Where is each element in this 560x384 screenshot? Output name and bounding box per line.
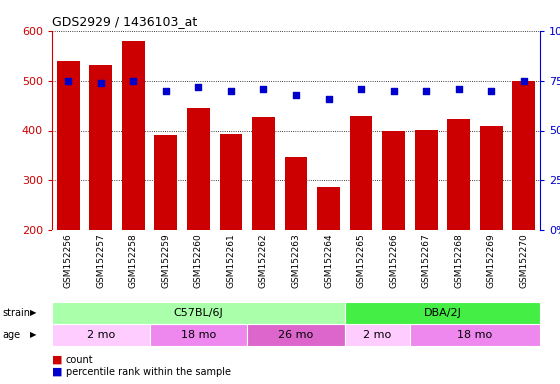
Bar	[52, 302, 345, 324]
Point	[324, 96, 333, 102]
Point	[129, 78, 138, 84]
Bar	[480, 126, 502, 230]
Text: GSM152261: GSM152261	[226, 233, 235, 288]
Point	[487, 88, 496, 94]
Text: DBA/2J: DBA/2J	[423, 308, 461, 318]
Point	[422, 88, 431, 94]
Text: count: count	[66, 355, 94, 365]
Text: ▶: ▶	[30, 308, 36, 318]
Text: GSM152265: GSM152265	[357, 233, 366, 288]
Point	[161, 88, 170, 94]
Point	[389, 88, 398, 94]
Text: GSM152256: GSM152256	[64, 233, 73, 288]
Bar	[284, 157, 307, 230]
Text: GSM152259: GSM152259	[161, 233, 170, 288]
Bar	[220, 134, 242, 230]
Bar	[512, 81, 535, 230]
Bar	[52, 324, 150, 346]
Text: 2 mo: 2 mo	[363, 330, 391, 340]
Bar	[349, 116, 372, 230]
Text: GSM152267: GSM152267	[422, 233, 431, 288]
Text: GSM152268: GSM152268	[454, 233, 463, 288]
Point	[96, 79, 105, 86]
Text: strain: strain	[2, 308, 30, 318]
Bar	[90, 65, 112, 230]
Text: ▶: ▶	[30, 331, 36, 339]
Text: 18 mo: 18 mo	[181, 330, 216, 340]
Text: percentile rank within the sample: percentile rank within the sample	[66, 367, 231, 377]
Bar	[247, 324, 345, 346]
Bar	[410, 324, 540, 346]
Text: GSM152257: GSM152257	[96, 233, 105, 288]
Bar	[345, 324, 410, 346]
Point	[292, 92, 301, 98]
Point	[357, 86, 366, 92]
Point	[454, 86, 463, 92]
Point	[519, 78, 528, 84]
Bar	[187, 108, 210, 230]
Text: GSM152258: GSM152258	[129, 233, 138, 288]
Text: GSM152264: GSM152264	[324, 233, 333, 288]
Bar	[57, 61, 80, 230]
Text: age: age	[2, 330, 20, 340]
Text: ■: ■	[52, 355, 63, 365]
Text: ■: ■	[52, 367, 63, 377]
Text: GSM152260: GSM152260	[194, 233, 203, 288]
Bar	[382, 131, 405, 230]
Bar	[252, 117, 275, 230]
Bar	[155, 136, 178, 230]
Text: GSM152269: GSM152269	[487, 233, 496, 288]
Text: 18 mo: 18 mo	[458, 330, 493, 340]
Bar	[345, 302, 540, 324]
Text: GSM152263: GSM152263	[292, 233, 301, 288]
Text: GSM152262: GSM152262	[259, 233, 268, 288]
Text: C57BL/6J: C57BL/6J	[174, 308, 223, 318]
Point	[64, 78, 73, 84]
Text: GDS2929 / 1436103_at: GDS2929 / 1436103_at	[52, 15, 197, 28]
Point	[226, 88, 235, 94]
Text: 2 mo: 2 mo	[87, 330, 115, 340]
Text: GSM152266: GSM152266	[389, 233, 398, 288]
Point	[194, 84, 203, 90]
Bar	[447, 119, 470, 230]
Text: GSM152270: GSM152270	[519, 233, 528, 288]
Bar	[150, 324, 247, 346]
Point	[259, 86, 268, 92]
Text: 26 mo: 26 mo	[278, 330, 314, 340]
Bar	[317, 187, 340, 230]
Bar	[415, 130, 437, 230]
Bar	[122, 41, 144, 230]
